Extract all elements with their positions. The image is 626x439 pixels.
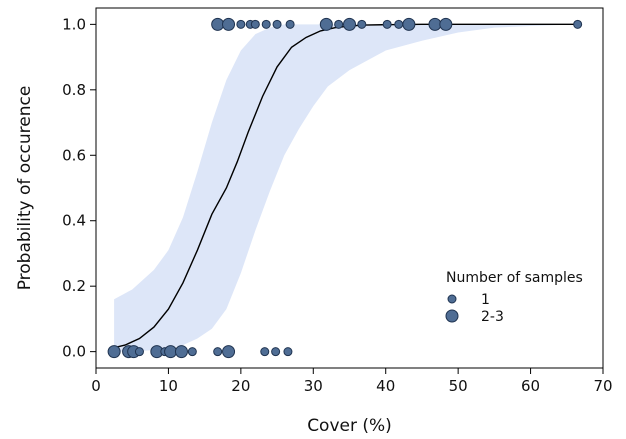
data-point: [402, 17, 416, 31]
x-tick-label: 60: [521, 377, 540, 395]
data-point: [211, 17, 225, 31]
data-point: [222, 345, 236, 359]
y-tick-label: 0.8: [62, 81, 86, 99]
x-tick-label: 70: [593, 377, 612, 395]
y-tick-label: 1.0: [62, 15, 86, 33]
x-tick-label: 30: [304, 377, 323, 395]
legend: Number of samples 1 2-3: [445, 270, 583, 325]
x-tick-label: 10: [159, 377, 178, 395]
legend-label-large: 2-3: [481, 309, 504, 325]
data-point: [222, 17, 236, 31]
fitted-curve: [113, 23, 578, 349]
y-axis-title: Probability of occurence: [15, 86, 35, 291]
data-point: [174, 345, 188, 359]
x-axis-title: Cover (%): [307, 416, 392, 436]
confidence-band-layer: [114, 24, 578, 352]
x-tick-label: 20: [231, 377, 250, 395]
x-tick-label: 50: [449, 377, 468, 395]
data-point: [343, 17, 356, 31]
y-axis: 0.0 0.2 0.4 0.6 0.8 1.0: [62, 15, 96, 361]
data-point: [272, 19, 282, 29]
data-points-layer: [107, 17, 583, 359]
data-point: [439, 17, 453, 31]
data-point: [428, 17, 442, 31]
y-tick-label: 0.4: [62, 212, 86, 230]
y-tick-label: 0.2: [62, 277, 86, 295]
data-point: [382, 19, 392, 29]
legend-marker-small: [447, 294, 457, 304]
data-point: [573, 19, 583, 29]
y-tick-label: 0.0: [62, 343, 86, 361]
data-point: [285, 19, 295, 29]
data-point: [250, 19, 260, 29]
data-point: [236, 19, 246, 29]
x-tick-label: 0: [91, 377, 101, 395]
confidence-band: [114, 24, 578, 352]
data-point: [164, 345, 178, 359]
x-axis: 0 10 20 30 40 50 60 70: [91, 368, 613, 395]
data-point: [260, 347, 270, 357]
legend-marker-large: [445, 309, 459, 323]
legend-title: Number of samples: [446, 270, 583, 286]
data-point: [283, 347, 293, 357]
data-point: [319, 17, 333, 31]
data-point: [187, 347, 197, 357]
legend-label-small: 1: [481, 292, 490, 308]
data-point: [334, 19, 344, 29]
data-point: [394, 19, 404, 29]
x-tick-label: 40: [376, 377, 395, 395]
data-point: [134, 347, 144, 357]
y-tick-label: 0.6: [62, 146, 86, 164]
data-point: [213, 347, 223, 357]
data-point: [357, 19, 367, 29]
data-point: [261, 19, 271, 29]
fitted-curve-layer: [113, 23, 578, 349]
data-point: [271, 347, 281, 357]
data-point: [107, 345, 121, 359]
plot-frame: [95, 7, 604, 369]
